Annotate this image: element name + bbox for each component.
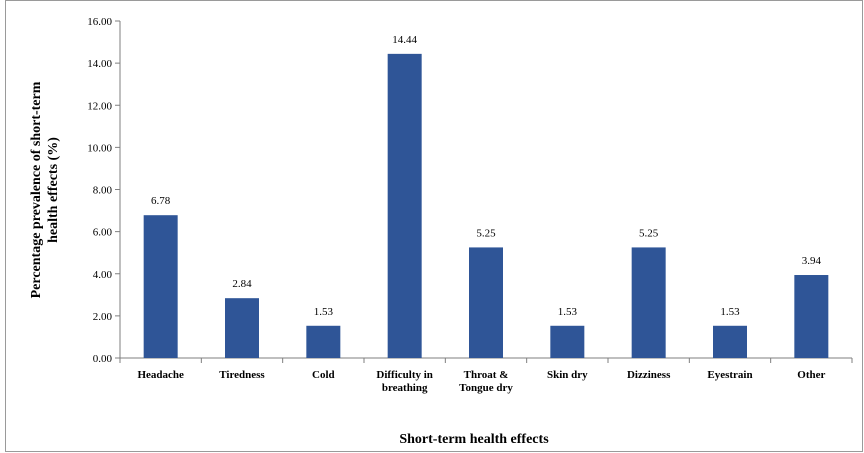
data-label: 14.44 — [392, 34, 417, 46]
bar — [713, 325, 747, 358]
bar — [631, 247, 666, 358]
y-tick-label: 8.00 — [93, 185, 113, 197]
y-axis-title-line: Percentage prevalence of short-term — [29, 81, 44, 298]
data-label: 1.53 — [558, 306, 578, 318]
category-label: Other — [797, 369, 825, 381]
data-label: 2.84 — [232, 278, 252, 290]
data-labels: 6.78 2.84 1.53 14.44 5.25 1.53 5.25 1.53 3.94 — [151, 34, 821, 318]
data-label: 3.94 — [802, 255, 822, 267]
bar — [225, 298, 259, 358]
category-label: Headache — [137, 369, 184, 381]
category-label: Tiredness — [219, 369, 265, 381]
data-label: 6.78 — [151, 195, 171, 207]
y-tick-label: 4.00 — [93, 269, 113, 281]
data-label: 5.25 — [476, 227, 496, 239]
bar — [469, 247, 503, 358]
y-tick-label: 16.00 — [87, 16, 112, 28]
bars — [143, 53, 829, 359]
y-tick-label: 2.00 — [93, 311, 113, 323]
category-label: Eyestrain — [707, 369, 752, 381]
bar — [306, 325, 341, 358]
category-label: Throat & — [464, 369, 509, 381]
data-label: 5.25 — [639, 227, 659, 239]
bar — [387, 53, 422, 359]
data-label: 1.53 — [314, 306, 334, 318]
category-label: Dizziness — [627, 369, 671, 381]
category-label: Skin dry — [547, 369, 588, 381]
y-tick-label: 6.00 — [93, 227, 113, 239]
data-label: 1.53 — [720, 306, 740, 318]
y-tick-label: 14.00 — [87, 58, 112, 70]
x-axis-title: Short-term health effects — [399, 432, 549, 447]
category-label: breathing — [382, 382, 428, 394]
bar — [794, 275, 829, 358]
category-label: Difficulty in — [376, 369, 433, 381]
bar — [550, 325, 585, 358]
y-axis-title: Percentage prevalence of short-term healt… — [29, 81, 61, 298]
category-labels: Headache Tiredness Cold Difficulty inbreath… — [137, 369, 825, 394]
y-tick-label: 0.00 — [93, 353, 113, 365]
bar — [143, 215, 178, 358]
y-axis-title-line: health effects (%) — [46, 137, 61, 243]
y-axis: 0.00 2.00 4.00 6.00 8.00 10.00 12.00 14.00 16.00 — [87, 16, 121, 365]
category-label: Cold — [312, 369, 335, 381]
category-label: Tongue dry — [459, 382, 513, 394]
y-tick-label: 12.00 — [87, 100, 112, 112]
y-tick-label: 10.00 — [87, 142, 112, 154]
x-axis — [119, 357, 853, 363]
